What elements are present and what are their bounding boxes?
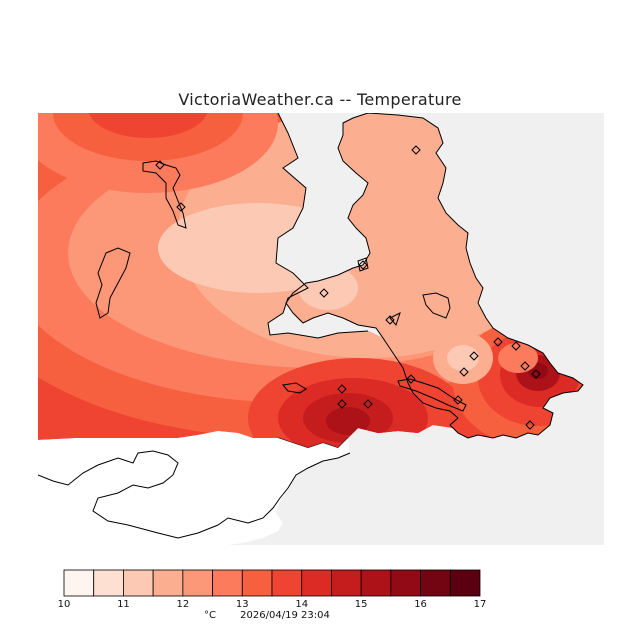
weather-stations [155, 145, 541, 430]
station-marker[interactable] [411, 145, 421, 155]
legend-swatch [123, 569, 154, 597]
legend-tick-label: 12 [176, 599, 189, 610]
legend-tick-label: 14 [295, 599, 308, 610]
station-marker[interactable] [493, 337, 503, 347]
legend-swatch [271, 569, 303, 597]
warm-north-core [88, 113, 208, 138]
legend-swatch [93, 569, 124, 597]
station-marker[interactable] [337, 399, 347, 409]
coastline-mainland [267, 113, 369, 339]
island-small-north [357, 257, 369, 272]
legend-tick-label: 16 [414, 599, 427, 610]
mainland-coastline [38, 450, 351, 539]
island-harbour [422, 292, 451, 319]
station-marker[interactable] [511, 341, 521, 351]
legend-swatch [212, 569, 243, 597]
station-marker[interactable] [406, 374, 416, 384]
station-marker[interactable] [520, 361, 530, 371]
coastline-peninsula [285, 113, 584, 439]
station-marker[interactable] [385, 315, 395, 325]
legend-tick-label: 17 [474, 599, 487, 610]
legend-swatch [331, 569, 362, 597]
mainland-coast-white [38, 431, 350, 545]
station-marker[interactable] [176, 202, 186, 212]
temperature-map [38, 113, 604, 545]
station-marker[interactable] [453, 395, 463, 405]
station-marker[interactable] [363, 399, 373, 409]
legend-unit: °C [204, 610, 216, 621]
legend-swatch [390, 569, 421, 597]
legend-tick-label: 13 [236, 599, 249, 610]
island-spit [397, 378, 467, 412]
station-marker[interactable] [531, 369, 541, 379]
legend-tick-label: 11 [117, 599, 130, 610]
map-title: VictoriaWeather.ca -- Temperature [178, 90, 462, 109]
station-marker[interactable] [155, 160, 165, 170]
legend-swatch [182, 569, 213, 597]
legend-swatch [449, 569, 481, 597]
legend-swatch [152, 569, 184, 597]
legend-timestamp: 2026/04/19 23:04 [240, 610, 330, 621]
island-north [142, 160, 187, 229]
legend-swatch [301, 569, 332, 597]
cool-spot-east-2 [447, 345, 479, 371]
station-marker[interactable] [459, 367, 469, 377]
warm-north-inner [53, 113, 243, 161]
station-marker[interactable] [525, 420, 535, 430]
station-marker[interactable] [337, 384, 347, 394]
legend-swatch [63, 569, 95, 597]
island-small-south [282, 382, 307, 394]
legend-swatch [360, 569, 392, 597]
legend-tick-label: 15 [355, 599, 368, 610]
legend-ticks: 10 11 12 13 14 15 16 17 [58, 599, 487, 610]
station-marker[interactable] [358, 260, 368, 270]
island-west [95, 247, 131, 319]
legend-swatches [63, 569, 481, 597]
coastlines [95, 113, 584, 449]
station-marker[interactable] [319, 288, 329, 298]
station-marker[interactable] [469, 351, 479, 361]
legend-swatch [420, 569, 451, 597]
legend-swatch [241, 569, 273, 597]
color-legend: 10 11 12 13 14 15 16 17 °C 2026/04/19 23:04 [58, 569, 487, 621]
warm-south-4 [326, 407, 370, 435]
legend-tick-label: 10 [58, 599, 71, 610]
